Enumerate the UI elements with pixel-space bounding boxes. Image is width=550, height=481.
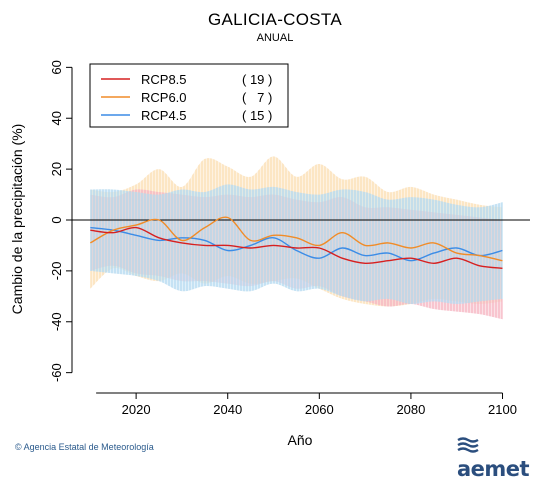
x-tick-label: 2020 xyxy=(122,402,151,417)
series-line-rcp60 xyxy=(89,216,503,262)
y-tick-label: -60 xyxy=(49,363,64,382)
y-tick-label: 40 xyxy=(49,111,64,125)
legend-count: ( 19 ) xyxy=(242,72,272,87)
band-rcp45 xyxy=(90,184,503,305)
x-tick-label: 2100 xyxy=(488,402,517,417)
x-tick-label: 2060 xyxy=(305,402,334,417)
y-tick-label: 0 xyxy=(49,216,64,223)
series-line-rcp85 xyxy=(90,226,503,269)
legend-count: ( 15 ) xyxy=(242,108,272,123)
y-tick-label: -20 xyxy=(49,261,64,280)
legend-label: RCP6.0 xyxy=(141,90,187,105)
y-tick-label: 20 xyxy=(49,162,64,176)
legend-label: RCP8.5 xyxy=(141,72,187,87)
aemet-logo-icon xyxy=(457,437,479,453)
y-tick-label: 60 xyxy=(49,60,64,74)
y-tick-label: -40 xyxy=(49,312,64,331)
x-tick-label: 2080 xyxy=(396,402,425,417)
legend: RCP8.5 ( 19 ) RCP6.0 ( 7 ) RCP4.5 ( 15 ) xyxy=(89,63,289,128)
legend-label: RCP4.5 xyxy=(141,108,187,123)
chart-subtitle: ANUAL xyxy=(256,32,294,44)
legend-box xyxy=(89,63,289,128)
legend-count: ( 7 ) xyxy=(242,90,272,105)
chart-title: GALICIA-COSTA xyxy=(208,10,342,29)
x-axis-label: Año xyxy=(287,432,313,448)
series-line-rcp45 xyxy=(90,226,503,262)
aemet-logo: aemet xyxy=(457,433,550,481)
copyright-notice: © Agencia Estatal de Meteorología xyxy=(15,442,154,452)
x-tick-label: 2040 xyxy=(213,402,242,417)
aemet-logo-text: aemet xyxy=(457,457,530,481)
